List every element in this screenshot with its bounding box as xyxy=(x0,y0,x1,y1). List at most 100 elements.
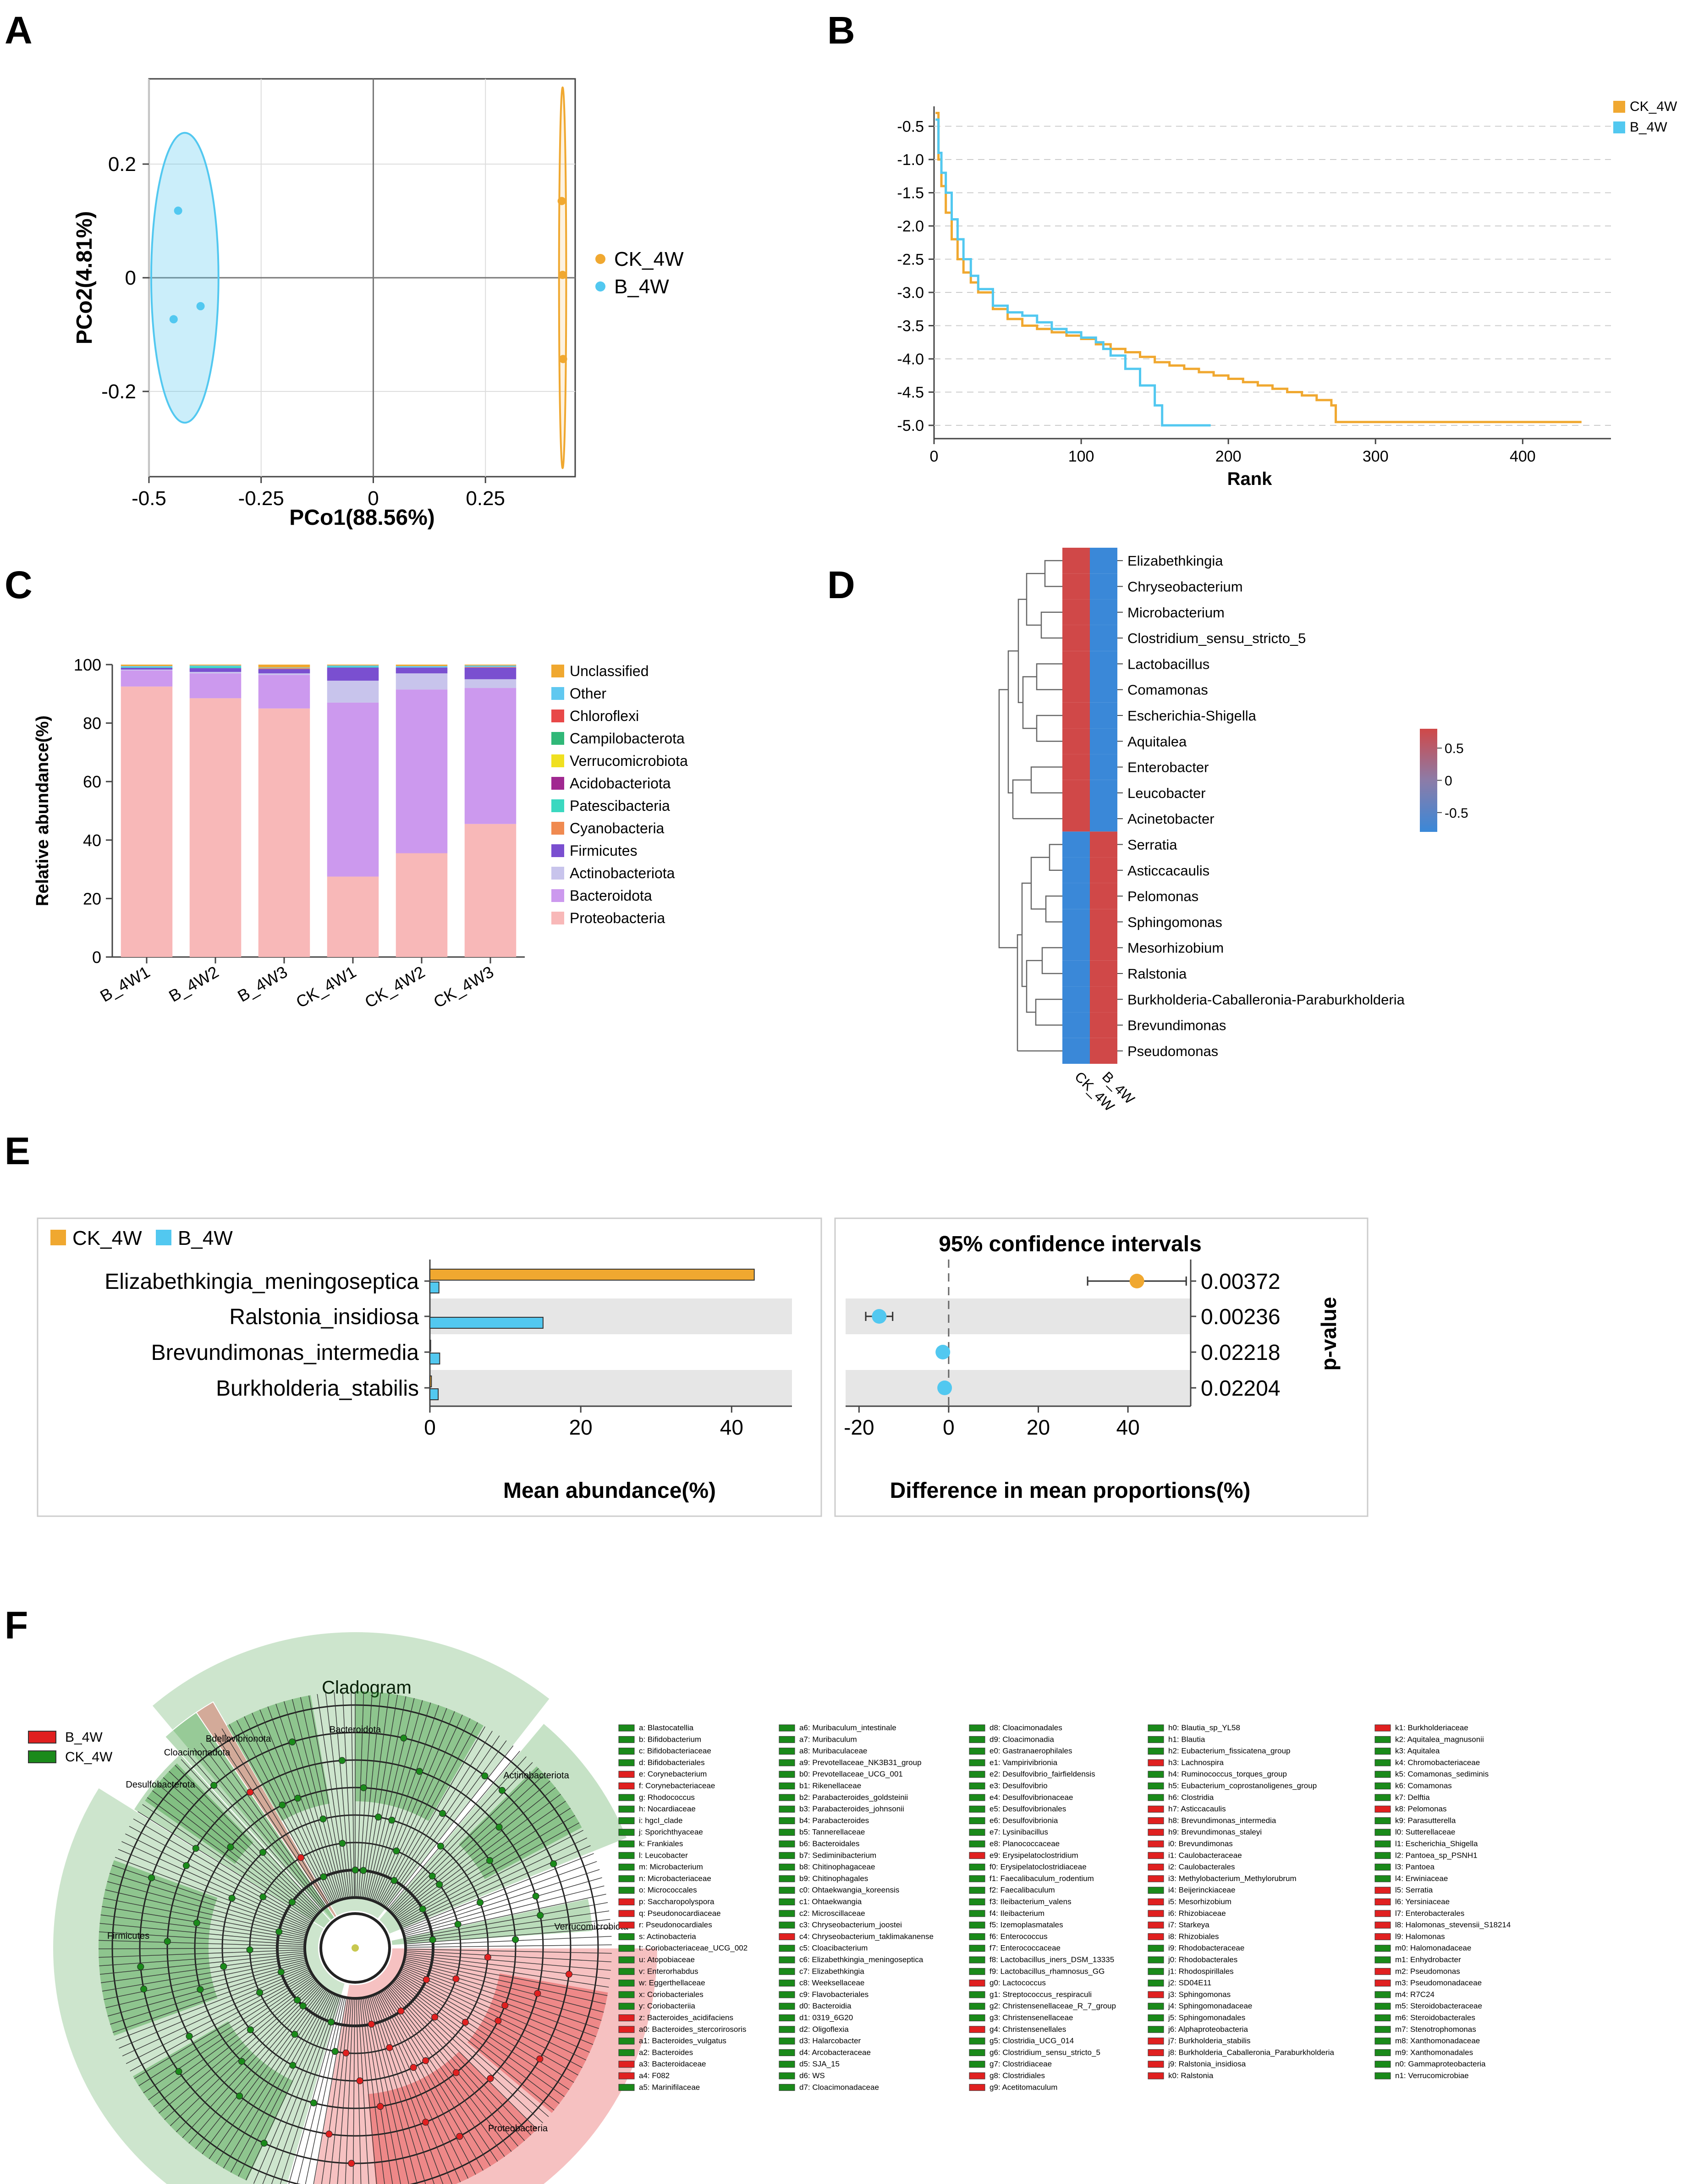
key-label: r: Pseudonocardiales xyxy=(639,1920,712,1929)
tree-branch xyxy=(396,1977,565,2097)
key-swatch xyxy=(618,2037,635,2045)
tree-branch xyxy=(399,1822,580,1924)
tree-node xyxy=(423,1976,430,1983)
tree-branch xyxy=(359,1998,377,2184)
tree-branch xyxy=(369,1996,426,2184)
tree-node xyxy=(259,1848,267,1856)
tree-node xyxy=(294,1997,301,2004)
heatmap-cell xyxy=(1062,909,1090,935)
dendrogram-branch xyxy=(1026,960,1042,1013)
tree-node xyxy=(197,1986,204,1993)
abundance-bar xyxy=(429,1282,440,1293)
key-swatch xyxy=(618,1898,635,1905)
tree-branch xyxy=(380,1991,484,2171)
key-swatch xyxy=(1148,1805,1164,1813)
row-label: Acinetobacter xyxy=(1127,811,1215,827)
key-label: f1: Faecalibaculum_rodentium xyxy=(989,1874,1094,1883)
tree-branch xyxy=(195,1987,324,2149)
tree-branch xyxy=(356,1998,362,2184)
key-swatch xyxy=(969,2014,985,2021)
key-swatch xyxy=(969,2072,985,2079)
key-swatch xyxy=(969,1782,985,1789)
key-label: n1: Verrucomicrobiae xyxy=(1395,2071,1469,2080)
key-swatch xyxy=(1374,1736,1391,1743)
key-swatch xyxy=(969,1945,985,1952)
tree-branch xyxy=(202,1988,325,2154)
row-label: Leucobacter xyxy=(1127,785,1206,801)
tree-branch xyxy=(104,1958,306,2000)
clade-sector xyxy=(151,1631,551,1921)
heatmap-cell xyxy=(1090,1038,1117,1064)
heatmap-cell xyxy=(1090,625,1117,651)
tree-node xyxy=(140,1986,148,1993)
dendrogram-branch xyxy=(1040,611,1062,639)
tree-branch xyxy=(99,1953,305,1975)
x-tick-label: 40 xyxy=(720,1415,743,1439)
row-label: Sphingomonas xyxy=(1127,914,1222,930)
tree-branch xyxy=(119,1967,309,2049)
tree-node xyxy=(501,2002,509,2009)
heatmap-cell xyxy=(1062,599,1090,625)
tree-node xyxy=(193,1919,200,1926)
tree-branch xyxy=(390,1762,533,1912)
tree-branch xyxy=(394,1787,556,1917)
tree-branch xyxy=(401,1837,588,1927)
legend-label: Cyanobacteria xyxy=(570,820,665,836)
key-swatch xyxy=(969,1956,985,1964)
key-label: l7: Enterobacterales xyxy=(1395,1909,1464,1918)
tree-branch xyxy=(379,1992,476,2175)
bar-segment xyxy=(327,665,379,666)
x-tick-label: -0.5 xyxy=(132,487,166,510)
tree-branch xyxy=(100,1914,306,1942)
tree-branch xyxy=(393,1781,550,1915)
dendrogram-branch xyxy=(1041,947,1062,974)
key-swatch xyxy=(1148,1968,1164,1975)
category-label: Brevundimonas_intermedia xyxy=(151,1341,419,1365)
tree-node xyxy=(536,2055,544,2063)
key-label: e5: Desulfovibrionales xyxy=(989,1804,1066,1813)
tree-branch xyxy=(365,1696,407,1899)
tree-branch xyxy=(401,1968,590,2053)
tree-node xyxy=(495,1823,503,1831)
key-swatch xyxy=(1374,1898,1391,1905)
tree-node xyxy=(291,2030,298,2038)
key-label: k7: Delftia xyxy=(1395,1793,1430,1802)
x-tick-label: CK_4W3 xyxy=(430,962,497,1012)
key-swatch xyxy=(1148,1945,1164,1952)
tree-branch xyxy=(126,1970,311,2064)
tree-branch xyxy=(193,1748,324,1909)
key-swatch xyxy=(1374,2002,1391,2010)
key-swatch xyxy=(1148,1921,1164,1929)
tree-node xyxy=(437,1843,444,1850)
key-label: c4: Chryseobacterium_taklimakanense xyxy=(799,1932,934,1941)
sample-point xyxy=(557,197,566,205)
key-swatch xyxy=(1374,1759,1391,1766)
extended-error-bar-chart: Elizabethkingia_meningoseptica Ralstonia_… xyxy=(37,1217,1369,1517)
tree-branch xyxy=(395,1978,560,2104)
key-swatch xyxy=(1374,2049,1391,2056)
bar-segment xyxy=(464,665,517,667)
tree-branch xyxy=(325,1693,350,1898)
y-tick-label: -4.5 xyxy=(897,384,924,402)
tree-node xyxy=(410,2064,417,2071)
legend-marker xyxy=(551,754,564,767)
key-swatch xyxy=(1148,2037,1164,2045)
heatmap-cell xyxy=(1090,986,1117,1012)
heatmap-cell xyxy=(1062,831,1090,858)
x-tick-label: 0 xyxy=(424,1415,436,1439)
key-swatch xyxy=(969,1724,985,1732)
key-label: f9: Lactobacillus_rhamnosus_GG xyxy=(989,1967,1105,1975)
key-label: j9: Ralstonia_insidiosa xyxy=(1168,2060,1246,2068)
subclade-sector xyxy=(133,2021,293,2181)
key-swatch xyxy=(618,1910,635,1917)
key-swatch xyxy=(779,1748,795,1755)
tree-branch xyxy=(115,1857,308,1931)
subclade-sector xyxy=(99,1860,218,2036)
key-swatch xyxy=(1148,1980,1164,1987)
tree-branch xyxy=(175,1765,320,1913)
tree-branch xyxy=(275,1704,340,1900)
tree-node xyxy=(247,1788,254,1796)
key-swatch xyxy=(969,1910,985,1917)
key-swatch xyxy=(618,1980,635,1987)
bar-segment xyxy=(258,708,310,957)
